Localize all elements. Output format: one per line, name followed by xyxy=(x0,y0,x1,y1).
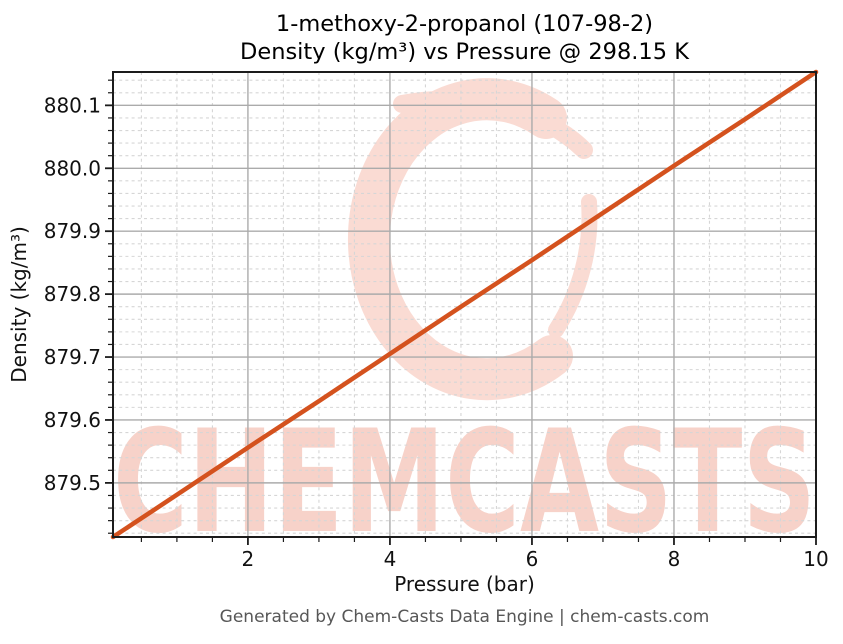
density-series-line xyxy=(110,69,819,540)
footer-credit: Generated by Chem-Casts Data Engine | ch… xyxy=(219,607,710,627)
plot-border xyxy=(112,71,817,538)
x-tick-label: 8 xyxy=(668,547,681,571)
y-tick-label: 879.6 xyxy=(44,408,101,432)
x-tick-label: 10 xyxy=(803,547,828,571)
x-tick-label: 4 xyxy=(384,547,397,571)
watermark-swoosh-icon xyxy=(393,90,593,159)
y-tick-label: 879.9 xyxy=(44,219,101,243)
chart-title-line2: Density (kg/m³) vs Pressure @ 298.15 K xyxy=(240,38,689,65)
y-tick-label: 880.1 xyxy=(44,93,101,117)
y-tick-label: 879.8 xyxy=(44,282,101,306)
y-axis-label: Density (kg/m³) xyxy=(7,226,31,383)
x-tick-label: 2 xyxy=(242,547,255,571)
axis-ticks: 2 4 6 8 10 879.5 879.6 879.7 879.8 879.9 880.0 880.… xyxy=(44,79,829,571)
x-axis-label: Pressure (bar) xyxy=(394,572,535,596)
y-tick-label: 879.5 xyxy=(44,471,101,495)
watermark-tail-icon xyxy=(548,194,598,338)
x-tick-label: 6 xyxy=(526,547,539,571)
chart-title: 1-methoxy-2-propanol (107-98-2) Density … xyxy=(113,11,816,66)
chart-title-line1: 1-methoxy-2-propanol (107-98-2) xyxy=(275,11,654,37)
y-tick-label: 879.7 xyxy=(44,345,101,369)
y-tick-label: 880.0 xyxy=(44,156,101,180)
